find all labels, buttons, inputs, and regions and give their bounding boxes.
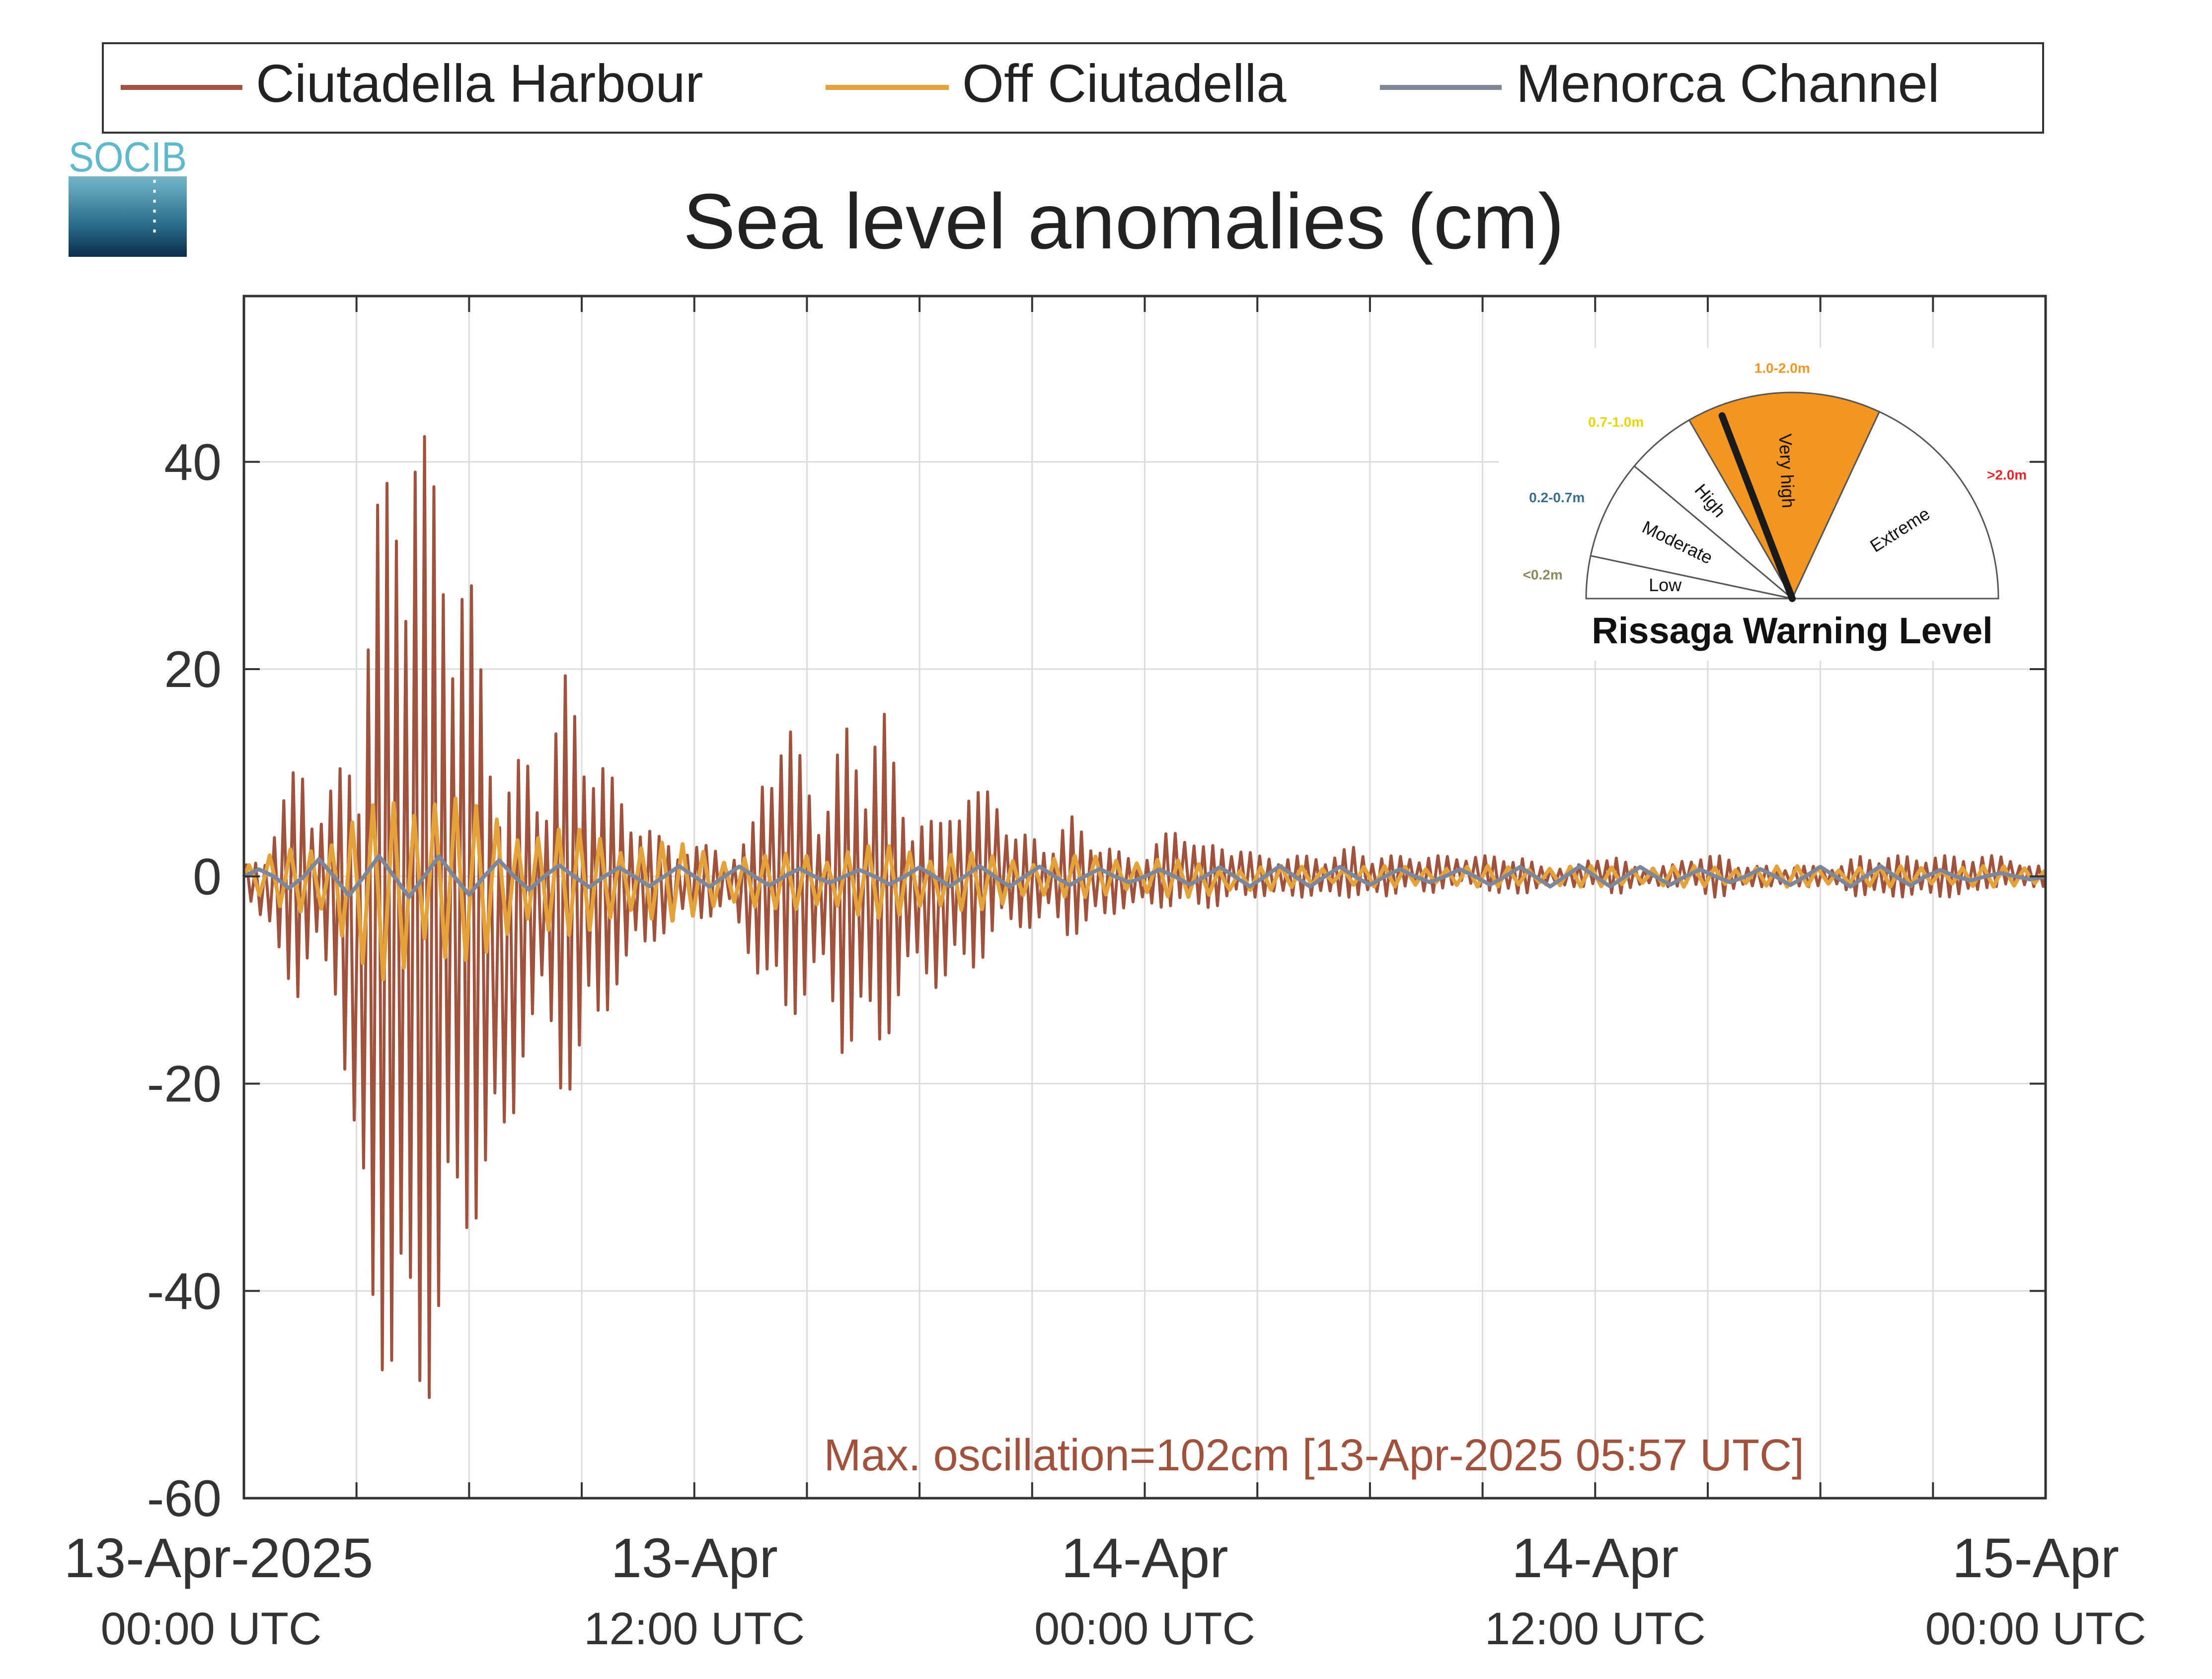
logo-text: SOCIB bbox=[69, 134, 187, 180]
y-tick-label: -60 bbox=[147, 1470, 222, 1527]
x-tick-date-label: 15-Apr bbox=[1952, 1527, 2119, 1589]
gauge-sector-moderate bbox=[1590, 465, 1793, 600]
gauge-range-label: 0.7-1.0m bbox=[1588, 414, 1644, 430]
y-tick-labels: 40 20 0 -20 -40 -60 bbox=[147, 434, 222, 1527]
y-tick-label: -20 bbox=[147, 1056, 222, 1113]
legend-label-channel: Menorca Channel bbox=[1516, 53, 1940, 113]
x-tick-time-label: 00:00 UTC bbox=[101, 1603, 322, 1654]
gauge-sector-very-high bbox=[1688, 391, 1881, 601]
chart-title: Sea level anomalies (cm) bbox=[683, 178, 1564, 265]
gauge-sector-high bbox=[1633, 419, 1793, 600]
legend-label-off: Off Ciutadella bbox=[962, 53, 1287, 113]
socib-logo: SOCIB bbox=[69, 134, 187, 257]
max-oscillation-annotation: Max. oscillation=102cm [13-Apr-2025 05:5… bbox=[824, 1431, 1804, 1480]
gauge-range-label: 0.2-0.7m bbox=[1529, 490, 1585, 505]
y-tick-label: 0 bbox=[193, 848, 222, 906]
x-tick-date-label: 14-Apr bbox=[1061, 1527, 1228, 1589]
logo-block bbox=[69, 176, 187, 257]
gauge-sector-extreme bbox=[1791, 410, 1999, 600]
y-tick-label: -40 bbox=[147, 1263, 222, 1320]
legend-box bbox=[102, 42, 2044, 134]
gauge-range-label: >2.0m bbox=[1987, 467, 2027, 482]
x-tick-time-label: 12:00 UTC bbox=[584, 1603, 805, 1654]
series-line-menorca-channel bbox=[243, 854, 2046, 899]
gauge-sector-label: Very high bbox=[1775, 433, 1799, 509]
series-line-off-ciutadella bbox=[242, 796, 2047, 981]
series-layer bbox=[242, 435, 2047, 1399]
gauge-needle bbox=[1718, 412, 1796, 602]
x-tick-time-label: 00:00 UTC bbox=[1034, 1603, 1255, 1654]
x-tick-date-label: 14-Apr bbox=[1512, 1527, 1678, 1589]
gauge-range-label: 1.0-2.0m bbox=[1754, 361, 1810, 376]
x-tick-time-label: 12:00 UTC bbox=[1485, 1603, 1706, 1654]
y-tick-label: 20 bbox=[164, 641, 222, 698]
legend: Ciutadella Harbour Off Ciutadella Menorc… bbox=[102, 42, 2044, 134]
x-tick-date-label: 13-Apr bbox=[611, 1527, 778, 1589]
axis-ticks bbox=[244, 296, 2046, 1499]
y-tick-label: 40 bbox=[164, 434, 222, 491]
gauge-title: Rissaga Warning Level bbox=[1592, 610, 1992, 651]
x-tick-time-label: 00:00 UTC bbox=[1925, 1603, 2146, 1654]
legend-label-harbour: Ciutadella Harbour bbox=[256, 53, 703, 113]
gauge-range-label: <0.2m bbox=[1523, 567, 1563, 582]
gauge-sector-label: Low bbox=[1649, 575, 1682, 595]
x-tick-labels: 13-Apr-2025 00:00 UTC 13-Apr 12:00 UTC 14-Ap… bbox=[64, 1527, 2146, 1654]
x-tick-date-label: 13-Apr-2025 bbox=[64, 1527, 374, 1589]
